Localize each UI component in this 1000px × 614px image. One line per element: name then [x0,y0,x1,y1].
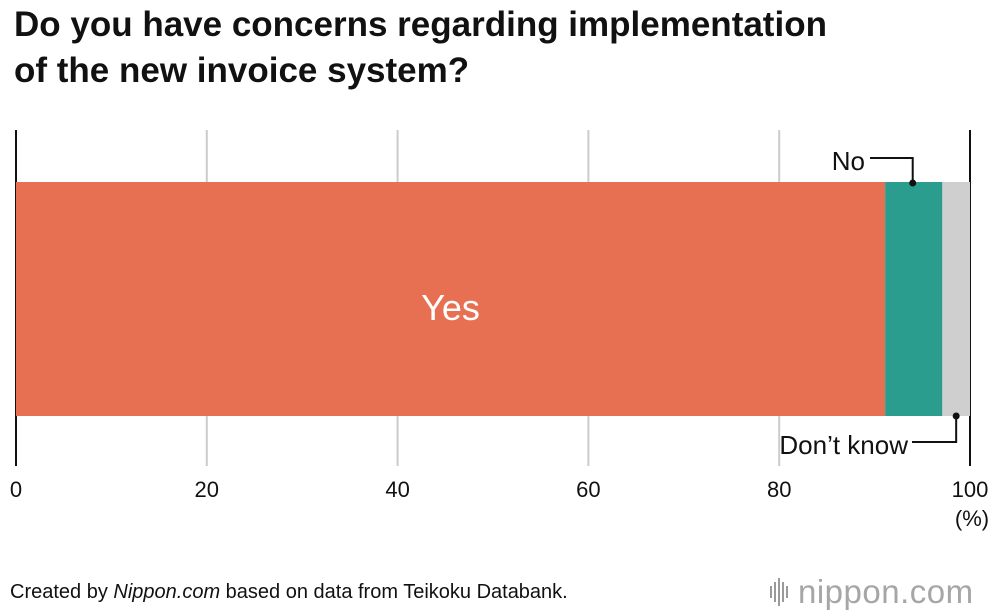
x-tick-label: 40 [385,477,409,502]
chart-title: Do you have concerns regarding implement… [14,2,994,94]
bar-segment [16,182,886,416]
logo-text: nippon.com [798,573,974,610]
bar-segment [885,182,943,416]
segment-label: Don’t know [779,430,908,460]
source-site: Nippon.com [113,581,221,603]
segment-label: No [832,146,865,176]
source-prefix: Created by [10,581,114,603]
x-tick-label: 60 [576,477,600,502]
x-tick-label: 20 [195,477,219,502]
nippon-logo: nippon.com [770,572,974,612]
segment-label: Yes [421,287,480,328]
callout-leader [912,416,958,443]
callout-leader [870,157,914,183]
sound-bars-icon [770,578,790,606]
x-tick-label: 80 [767,477,791,502]
source-note: Created by Nippon.com based on data from… [10,581,568,604]
x-tick-label: 100 [952,477,989,502]
unit-label: (%) [955,506,989,531]
chart-title-line-2: of the new invoice system? [14,51,470,90]
x-tick-label: 0 [10,477,22,502]
bar-segment [942,182,970,416]
chart-title-line-1: Do you have concerns regarding implement… [14,5,827,44]
source-suffix: based on data from Teikoku Databank. [220,581,568,603]
